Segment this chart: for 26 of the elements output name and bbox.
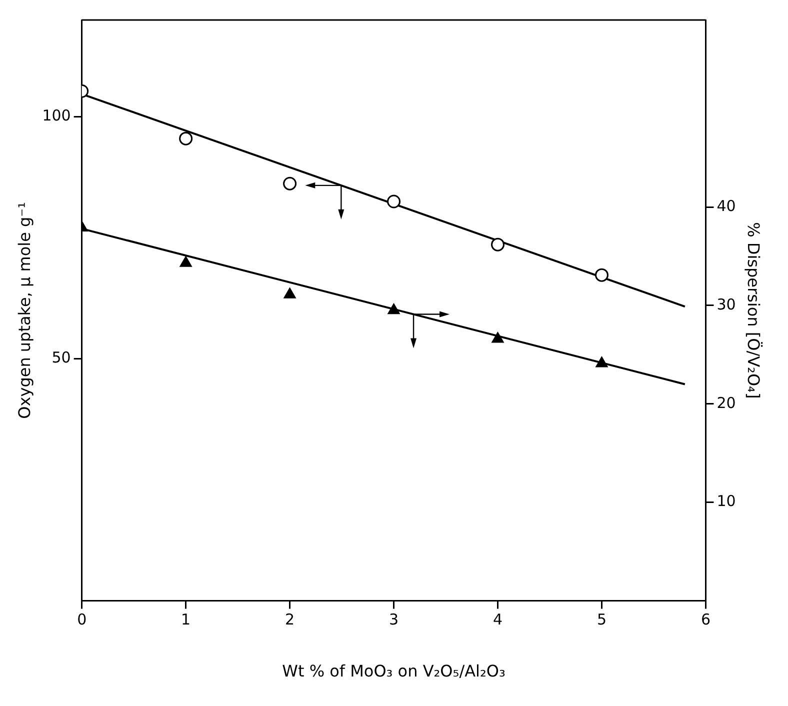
point	[596, 356, 608, 368]
y-axis-title: Oxygen uptake, μ mole g⁻¹	[14, 202, 34, 419]
x-axis-title: Wt % of MoO₃ on V₂O₅/Al₂O₃	[282, 662, 506, 681]
point	[387, 194, 401, 208]
point	[491, 238, 504, 252]
y2-axis-title: % Dispersion [Ö/V₂O₄]	[744, 222, 764, 399]
point	[492, 332, 504, 343]
y2-tick-label: 40	[716, 196, 736, 215]
x-tick-label: 1	[181, 610, 191, 629]
point	[388, 304, 400, 314]
x-tick-label: 6	[700, 610, 710, 629]
y2-tick-label: 20	[716, 394, 736, 412]
x-tick-label: 5	[596, 610, 607, 629]
x-tick-label: 2	[285, 610, 295, 629]
x-tick-label: 0	[77, 610, 87, 629]
point	[180, 256, 192, 267]
y2-tick-label: 10	[716, 492, 736, 510]
y-tick-label: 100	[42, 106, 71, 125]
y-tick-label: 50	[52, 348, 71, 367]
y2-tick-label: 30	[716, 295, 736, 314]
point	[283, 176, 297, 190]
point	[594, 268, 608, 282]
point	[284, 288, 296, 298]
x-tick-label: 4	[492, 610, 503, 629]
x-tick-label: 3	[389, 610, 399, 629]
point	[179, 132, 193, 146]
